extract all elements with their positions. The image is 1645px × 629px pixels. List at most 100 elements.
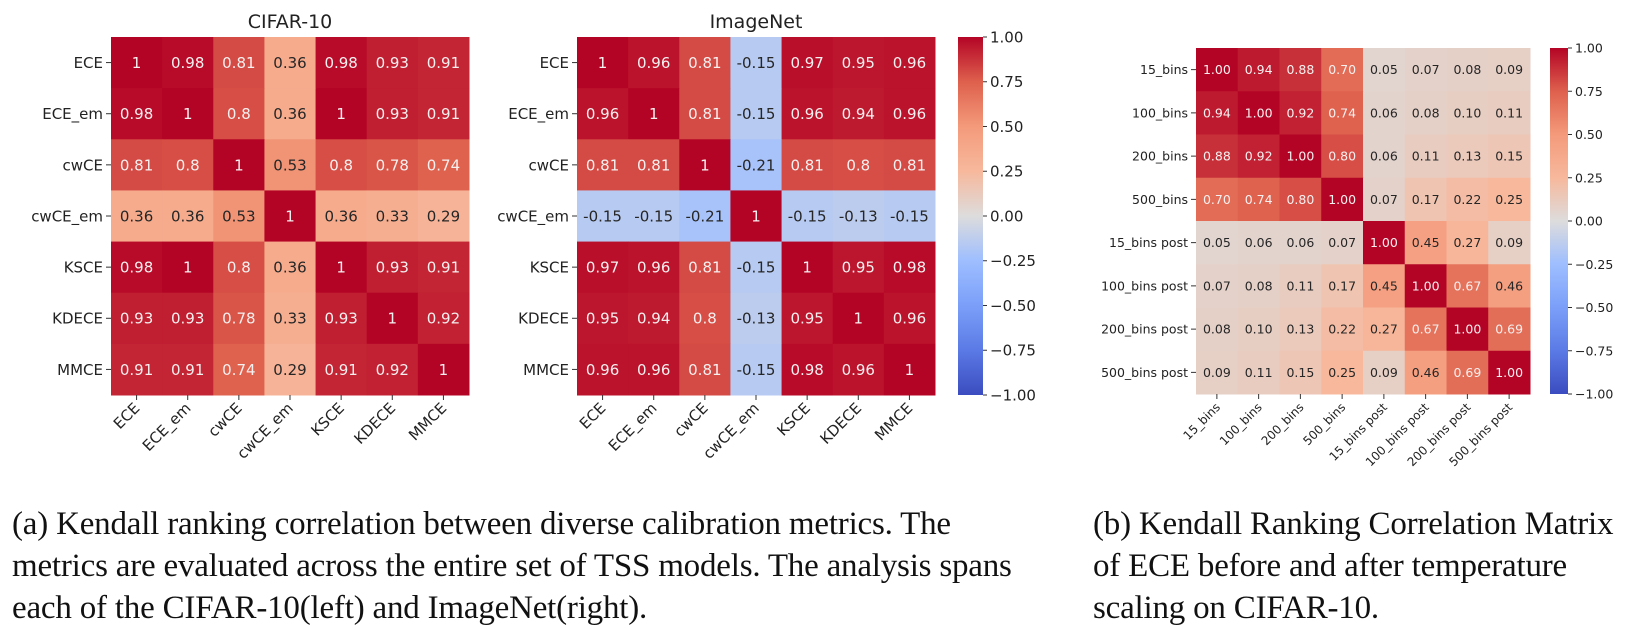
colorbar-gradient xyxy=(1550,48,1568,394)
heatmap-cell xyxy=(1404,177,1447,222)
heatmap-cell xyxy=(832,292,885,345)
cell-label: 0.93 xyxy=(171,310,204,328)
heatmap-cell xyxy=(213,292,265,345)
cell-label: 0.17 xyxy=(1328,278,1356,293)
cell-label: 0.29 xyxy=(273,361,306,379)
heatmap-cell xyxy=(1488,307,1531,352)
cell-label: 0.09 xyxy=(1495,62,1523,77)
heatmap-cell xyxy=(162,88,214,140)
heatmap-cell xyxy=(1404,350,1447,395)
cell-label: 1 xyxy=(336,105,346,123)
heatmap-cell xyxy=(315,139,368,191)
cell-label: 0.69 xyxy=(1495,322,1523,337)
heatmap-cell xyxy=(883,190,936,243)
x-tick-label: 200_bins xyxy=(1259,400,1307,448)
cell-label: 0.88 xyxy=(1203,149,1231,164)
heatmap-cell xyxy=(1363,264,1406,308)
colorbar-tick-label: −0.75 xyxy=(1575,343,1613,358)
y-tick-label: cwCE xyxy=(529,156,569,174)
heatmap-cell xyxy=(679,88,731,140)
heatmap-cell xyxy=(1196,177,1239,222)
heatmap-cell xyxy=(264,88,317,140)
cell-label: 0.15 xyxy=(1286,365,1314,380)
x-tick-label: KSCE xyxy=(307,399,348,440)
colorbar-tick-label: 0.25 xyxy=(990,163,1023,181)
heatmap-cell xyxy=(832,139,885,191)
cell-label: 0.67 xyxy=(1453,278,1481,293)
x-tick-label: 15_bins xyxy=(1181,400,1223,442)
cell-label: -0.15 xyxy=(583,207,622,225)
cell-label: 0.27 xyxy=(1453,235,1481,250)
y-tick-label: KSCE xyxy=(64,259,103,277)
cell-label: 0.67 xyxy=(1412,322,1440,337)
heatmap-cell xyxy=(1279,48,1322,92)
y-tick-label: MMCE xyxy=(523,361,569,379)
heatmap-cell xyxy=(213,190,265,243)
heatmap-cell xyxy=(1279,264,1322,308)
cell-label: -0.15 xyxy=(737,54,776,72)
cell-label: -0.15 xyxy=(737,361,776,379)
cell-label: 0.36 xyxy=(273,105,306,123)
cell-label: 0.81 xyxy=(120,156,153,174)
colorbar-tick-label: 1.00 xyxy=(1575,41,1603,56)
x-tick-label: KDECE xyxy=(816,399,865,448)
cell-label: 0.29 xyxy=(427,207,460,225)
cell-label: 0.91 xyxy=(120,361,153,379)
cell-label: 0.78 xyxy=(222,310,255,328)
cell-label: 0.98 xyxy=(120,105,153,123)
heatmap-cell xyxy=(1446,221,1489,265)
cell-label: 0.81 xyxy=(688,54,721,72)
heatmap-cell xyxy=(315,190,368,243)
cell-label: 0.96 xyxy=(637,259,670,277)
y-tick-label: 15_bins post xyxy=(1109,235,1188,250)
x-tick-label: ECE_em xyxy=(139,399,195,455)
caption-b: (b) Kendall Ranking Correlation Matrix o… xyxy=(1093,506,1614,626)
heatmap-cell xyxy=(1404,91,1447,135)
cell-label: 0.91 xyxy=(171,361,204,379)
cell-label: 1 xyxy=(905,361,915,379)
heatmap-cell xyxy=(1488,134,1531,179)
cell-label: 0.91 xyxy=(324,361,357,379)
heatmap-cell xyxy=(213,139,265,191)
y-tick-label: 500_bins xyxy=(1132,192,1188,207)
cell-label: -0.15 xyxy=(788,207,827,225)
cell-label: 1 xyxy=(285,207,295,225)
cell-label: 0.93 xyxy=(120,310,153,328)
colorbar-tick-label: −1.00 xyxy=(990,386,1036,404)
heatmap-cell xyxy=(577,190,629,243)
heatmap-cell xyxy=(1279,221,1322,265)
cell-label: 0.07 xyxy=(1328,235,1356,250)
cell-label: -0.21 xyxy=(737,156,776,174)
heatmap-cell xyxy=(1446,48,1489,92)
heatmap-cell xyxy=(1321,350,1364,395)
heatmap-cell xyxy=(111,37,163,89)
colorbar-left: 1.00 0.75 0.50 0.25 0.00 −0.25 −0.50 −0.75 −1.00 xyxy=(958,28,1036,404)
y-tick-label: 100_bins post xyxy=(1101,278,1188,293)
heatmap-cell xyxy=(417,343,470,396)
cell-label: 0.96 xyxy=(637,54,670,72)
heatmap-cell xyxy=(111,343,163,396)
cell-label: 0.8 xyxy=(227,259,251,277)
x-tick-label: KDECE xyxy=(350,399,399,448)
cell-label: 0.97 xyxy=(586,259,619,277)
heatmap-cell xyxy=(1404,307,1447,352)
heatmap-cell xyxy=(781,37,834,89)
y-tick-label: ECE_em xyxy=(42,105,103,124)
colorbar-tick-label: 0.00 xyxy=(1575,214,1603,229)
colorbar-tick-label: 0.00 xyxy=(990,207,1023,225)
cell-label: -0.15 xyxy=(634,207,673,225)
cell-label: 0.70 xyxy=(1328,62,1356,77)
cell-label: 1.00 xyxy=(1495,365,1523,380)
heatmap-cell xyxy=(679,241,731,294)
heatmap-cell xyxy=(1279,134,1322,179)
cell-label: 0.17 xyxy=(1412,192,1440,207)
cell-label: 0.8 xyxy=(846,156,870,174)
cell-label: 0.97 xyxy=(790,54,823,72)
heatmap-cell xyxy=(1488,264,1531,308)
cell-label: 0.46 xyxy=(1495,278,1523,293)
cell-label: 0.8 xyxy=(693,310,717,328)
y-tick-label: MMCE xyxy=(57,361,103,379)
x-tick-label: cwCE xyxy=(204,399,245,440)
cell-label: 0.70 xyxy=(1203,192,1231,207)
cell-label: 0.98 xyxy=(171,54,204,72)
